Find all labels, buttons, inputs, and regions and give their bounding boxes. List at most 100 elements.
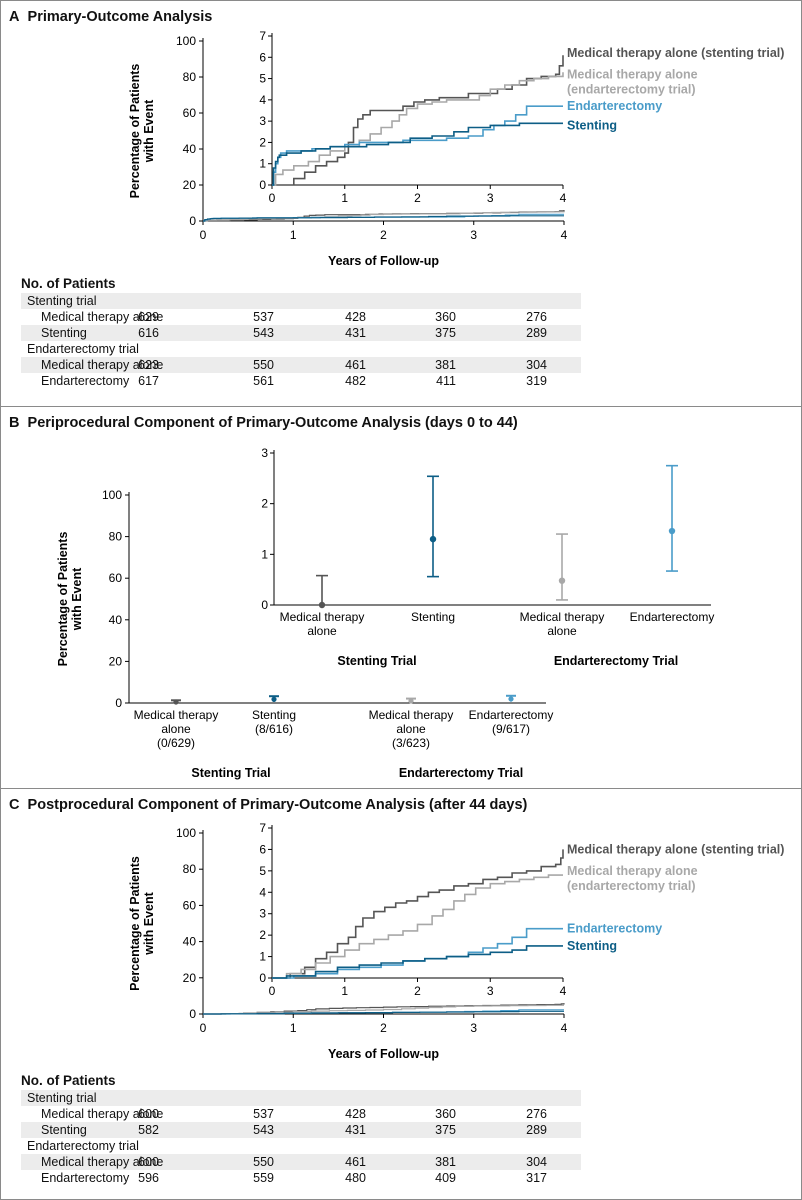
inset-series-line	[272, 945, 563, 979]
inset-category-label-line: Medical therapy	[280, 610, 365, 624]
risk-table-group-row: Stenting trial	[21, 293, 581, 309]
y-tick-label: 0	[189, 214, 196, 228]
count-label: (0/629)	[157, 736, 195, 750]
risk-count: 600	[138, 1107, 159, 1121]
risk-row-label: Stenting	[41, 1123, 87, 1137]
risk-row-label: Endarterectomy trial	[27, 342, 139, 356]
risk-count: 617	[138, 374, 159, 388]
group-label: Stenting Trial	[191, 766, 270, 780]
panel-letter: A	[9, 9, 20, 25]
main-point	[271, 696, 277, 702]
risk-count: 623	[138, 358, 159, 372]
inset-series-line	[272, 874, 563, 979]
y-axis-label-line: with Event	[142, 891, 156, 955]
risk-row-label: Endarterectomy	[41, 374, 130, 388]
inset-y-tick-label: 3	[259, 114, 266, 128]
risk-count: 360	[435, 310, 456, 324]
main-point	[508, 696, 514, 702]
main-series-line	[203, 211, 565, 222]
risk-count: 381	[435, 1155, 456, 1169]
inset-x-tick-label: 2	[414, 984, 421, 998]
x-tick-label: 4	[561, 1021, 568, 1035]
y-tick-label: 60	[109, 571, 123, 585]
inset-x-tick-label: 4	[560, 984, 567, 998]
risk-count: 411	[436, 374, 456, 388]
inset-y-tick-label: 0	[261, 598, 268, 612]
series-label-line: (endarterectomy trial)	[567, 879, 696, 893]
series-label: Medical therapy alone (stenting trial)	[567, 842, 784, 856]
category-label-line: alone	[396, 722, 426, 736]
risk-table-title: No. of Patients	[21, 276, 116, 291]
x-tick-label: 3	[470, 228, 477, 242]
inset-x-tick-label: 3	[487, 984, 494, 998]
inset-series-line	[272, 927, 563, 979]
y-tick-label: 60	[183, 898, 197, 912]
risk-count: 561	[253, 374, 274, 388]
inset-category-label-line: alone	[547, 624, 577, 638]
risk-table: No. of Patients Stenting trial Medical the…	[21, 275, 581, 389]
risk-count: 304	[526, 1155, 547, 1169]
inset-y-tick-label: 4	[259, 93, 266, 107]
inset-y-tick-label: 4	[259, 885, 266, 899]
series-label: Endarterectomy	[567, 99, 662, 113]
y-tick-label: 80	[183, 70, 197, 84]
risk-count: 289	[526, 326, 547, 340]
risk-count: 537	[253, 1107, 274, 1121]
y-tick-label: 100	[102, 488, 122, 502]
risk-table-row: Endarterectomy 617 561 482 411 319	[21, 373, 581, 389]
inset-y-tick-label: 0	[259, 971, 266, 985]
risk-count: 276	[526, 1107, 547, 1121]
inset-series-line	[272, 105, 563, 186]
risk-count: 537	[253, 310, 274, 324]
x-axis-label: Years of Follow-up	[328, 254, 439, 268]
y-tick-label: 80	[109, 530, 123, 544]
category-label: Endarterectomy (9/617)	[469, 708, 554, 736]
group-label: Endarterectomy Trial	[399, 766, 523, 780]
inset-y-tick-label: 7	[259, 821, 266, 835]
risk-count: 600	[138, 1155, 159, 1169]
series-label-line: Stenting	[567, 118, 617, 132]
risk-count: 276	[526, 310, 547, 324]
series-label: Stenting	[567, 118, 617, 132]
risk-count: 629	[138, 310, 159, 324]
risk-row-label: Endarterectomy trial	[27, 1139, 139, 1153]
risk-count: 461	[345, 1155, 366, 1169]
risk-table-group-row: Endarterectomy trial	[21, 341, 581, 357]
y-tick-label: 20	[109, 654, 123, 668]
risk-count: 461	[345, 358, 366, 372]
inset-group-label: Endarterectomy Trial	[554, 654, 678, 668]
risk-count: 428	[345, 310, 366, 324]
risk-count: 616	[138, 326, 159, 340]
panel-title: Primary-Outcome Analysis	[27, 9, 213, 25]
y-tick-label: 100	[176, 34, 196, 48]
risk-table-row: Stenting 582 543 431 375 289	[21, 1122, 581, 1138]
inset-group-label: Stenting Trial	[337, 654, 416, 668]
risk-count: 582	[138, 1123, 159, 1137]
x-tick-label: 0	[200, 228, 207, 242]
main-series-line	[203, 1010, 564, 1015]
inset-y-tick-label: 1	[259, 157, 266, 171]
category-label-line: Medical therapy	[134, 708, 219, 722]
risk-count: 431	[345, 326, 366, 340]
y-tick-label: 100	[176, 826, 196, 840]
risk-count: 375	[435, 1123, 456, 1137]
risk-table: No. of Patients Stenting trial Medical the…	[21, 1072, 581, 1186]
inset-x-tick-label: 1	[341, 191, 348, 205]
series-label-line: Medical therapy alone (stenting trial)	[567, 46, 784, 60]
panel-c-heading: C Postprocedural Component of Primary-Ou…	[9, 797, 527, 813]
inset-y-tick-label: 1	[259, 950, 266, 964]
y-tick-label: 40	[183, 142, 197, 156]
main-series-line	[203, 215, 564, 222]
series-label: Medical therapy alone (endarterectomy tri…	[567, 67, 698, 96]
panel-letter: C	[9, 797, 20, 813]
inset-y-tick-label: 1	[261, 547, 268, 561]
series-label: Medical therapy alone (endarterectomy tri…	[567, 864, 698, 893]
inset-y-tick-label: 5	[259, 864, 266, 878]
inset-category-label-line: Medical therapy	[520, 610, 605, 624]
panel-b: B Periprocedural Component of Primary-Ou…	[0, 406, 802, 790]
inset-category-label: Endarterectomy	[630, 610, 715, 624]
panel-title: Postprocedural Component of Primary-Outc…	[27, 797, 528, 813]
main-point	[408, 698, 414, 704]
inset-y-tick-label: 6	[259, 842, 266, 856]
